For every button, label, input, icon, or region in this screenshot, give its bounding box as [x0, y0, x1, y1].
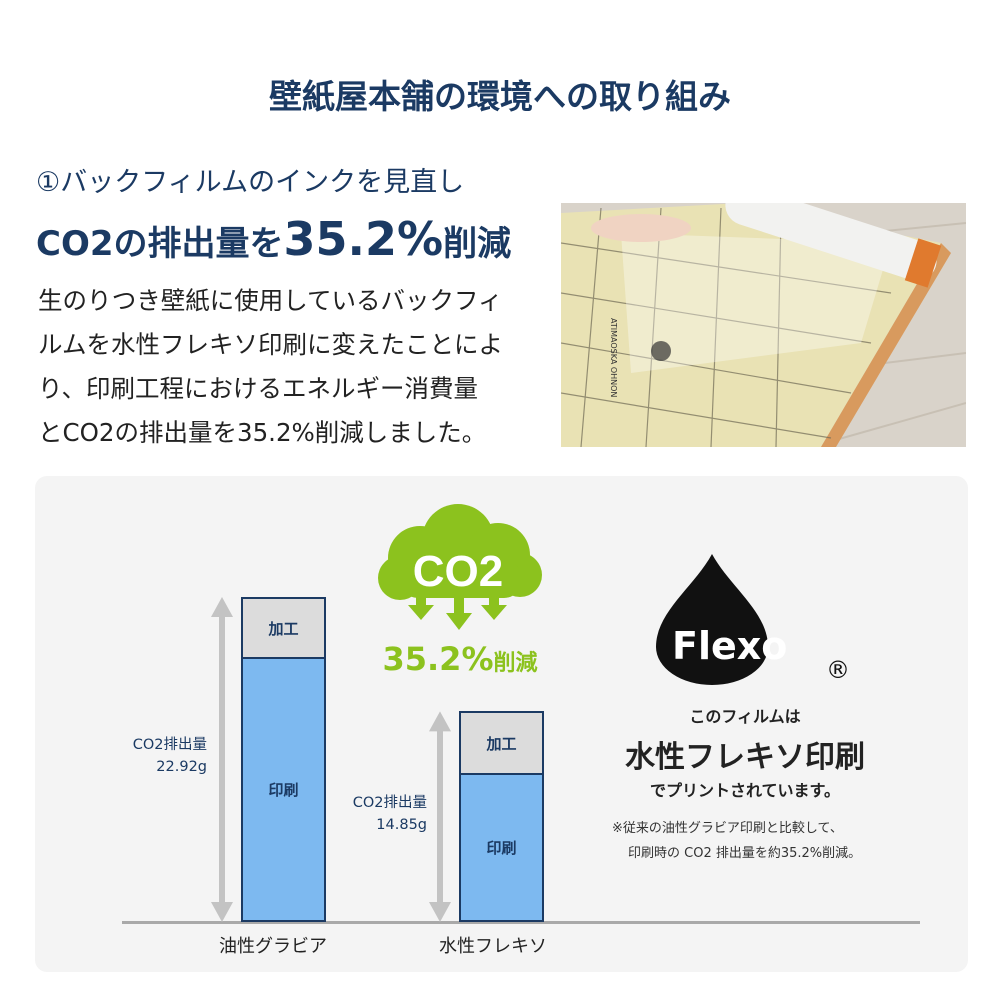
- flexo-line3: でプリントされています。: [650, 781, 840, 800]
- total-label-text: CO2排出量: [352, 795, 427, 811]
- total-label-1: CO2排出量 14.85g: [353, 792, 427, 836]
- flexo-logo-text: Flexo: [672, 624, 787, 668]
- bar-segment-printing: 印刷: [459, 773, 544, 922]
- reduction-suffix: 削減: [493, 651, 538, 676]
- bar-segment-label: 加工: [486, 734, 517, 753]
- reduction-value: 35.2%: [382, 640, 494, 678]
- headline-suffix: 削減: [443, 224, 512, 264]
- flexo-note2: 印刷時の CO2 排出量を約35.2%削減。: [628, 846, 862, 861]
- page-title: 壁紙屋本舗の環境への取り組み: [269, 77, 731, 116]
- reduction-badge: 35.2%削減: [360, 640, 560, 678]
- headline-prefix: CO2の排出量を: [36, 224, 284, 264]
- co2-cloud-icon: CO2: [378, 504, 542, 630]
- bar-segment-processing: 加工: [241, 597, 326, 659]
- bar-segment-label: 印刷: [268, 781, 299, 799]
- total-label-value: 22.92g: [156, 759, 207, 775]
- bar-segment-processing: 加工: [459, 711, 544, 776]
- flexo-note1: ※従来の油性グラビア印刷と比較して、: [612, 821, 843, 836]
- bar-segment-label: 加工: [268, 619, 299, 638]
- body-text-line: ルムを水性フレキソ印刷に変えたことによ: [38, 330, 504, 359]
- body-text-line: とCO2の排出量を35.2%削減しました。: [38, 418, 487, 447]
- flexo-drop-logo: Flexo ®: [656, 554, 850, 685]
- category-label: 油性グラビア: [219, 936, 327, 957]
- flexo-line1: このフィルムは: [689, 707, 801, 726]
- total-arrow: [429, 711, 451, 922]
- product-photo: ATIMAOSKA OHNON: [561, 203, 966, 447]
- total-label-value: 14.85g: [376, 817, 427, 833]
- headline-value: 35.2%: [283, 212, 444, 266]
- total-label-0: CO2排出量 22.92g: [133, 734, 207, 778]
- chart-baseline: [122, 921, 920, 924]
- category-label: 水性フレキソ: [439, 936, 547, 957]
- total-label-text: CO2排出量: [132, 737, 207, 753]
- total-arrow: [211, 597, 233, 922]
- bar-segment-label: 印刷: [486, 839, 517, 858]
- body-text-line: り、印刷工程におけるエネルギー消費量: [38, 374, 479, 403]
- flexo-line2: 水性フレキソ印刷: [625, 740, 865, 775]
- body-text-line: 生のりつき壁紙に使用しているバックフィ: [38, 286, 503, 315]
- photo-label: ATIMAOSKA OHNON: [609, 318, 618, 397]
- bar-segment-printing: 印刷: [241, 657, 326, 922]
- registered-mark: ®: [826, 656, 850, 684]
- cloud-text: CO2: [413, 547, 503, 596]
- headline: CO2の排出量を35.2%削減: [36, 212, 511, 266]
- section-subtitle: ①バックフィルムのインクを見直し: [36, 167, 465, 198]
